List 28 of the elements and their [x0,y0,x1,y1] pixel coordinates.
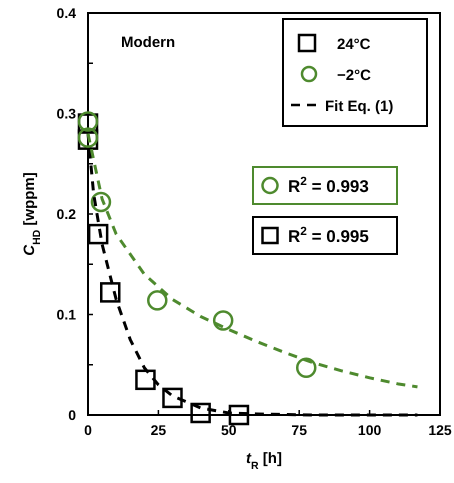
annotation: R$^{2}$ = 0.995 [288,224,369,246]
x-tick-label: 50 [221,422,237,438]
point [190,402,211,424]
x-tick-label: 100 [358,422,382,438]
x-tick-label: 25 [150,422,166,438]
point [100,282,120,303]
y-tick-label: 0 [68,407,76,423]
x-tick-label: 0 [84,422,92,438]
point [90,192,112,212]
point [88,224,108,244]
point [162,388,183,408]
point [228,404,250,426]
y-tick-label: 0.3 [56,106,76,122]
legend-label: −2°C [337,67,372,84]
point [296,358,316,378]
point [135,370,156,390]
x-tick-label: 125 [428,422,452,438]
annotation: Modern [121,34,176,51]
x-axis-title: t$_{R}$ [h] [246,450,282,472]
annotation: R$^{2}$ = 0.993 [288,174,369,196]
y-tick-label: 0.4 [56,5,76,21]
y-tick-label: 0.2 [56,206,76,222]
legend-label: 24°C [337,36,371,53]
x-tick-label: 75 [291,422,308,438]
point [147,290,168,311]
legend-label: Fit Eq. (1) [325,98,394,115]
y-tick-label: 0.1 [56,306,76,322]
point [212,310,234,331]
